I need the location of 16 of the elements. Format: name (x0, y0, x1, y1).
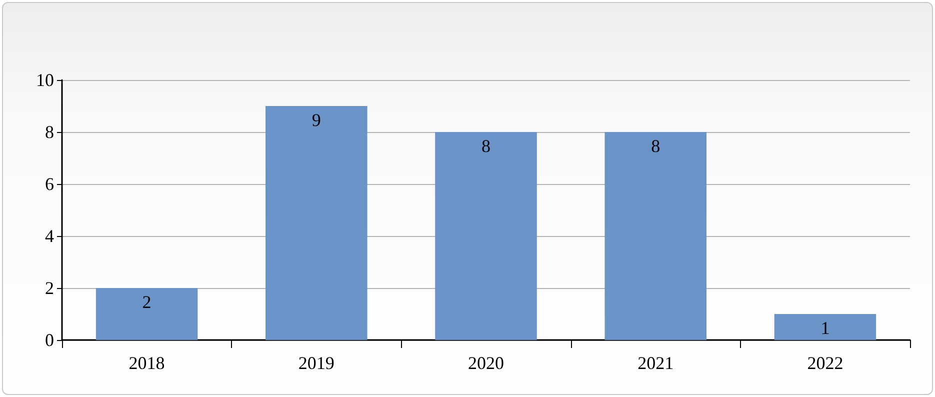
x-tick-label: 2021 (638, 353, 674, 373)
y-tick-label: 2 (45, 278, 54, 298)
y-tick-label: 6 (45, 174, 54, 194)
y-tick-label: 8 (45, 122, 54, 142)
data-label: 9 (312, 110, 321, 130)
x-tick-label: 2019 (298, 353, 334, 373)
x-tick-label: 2018 (128, 353, 165, 373)
data-label: 8 (651, 136, 660, 156)
y-tick-label: 10 (36, 70, 54, 90)
x-tick-label: 2020 (468, 353, 504, 373)
data-label: 1 (820, 318, 830, 338)
data-label: 8 (482, 136, 490, 156)
data-label: 2 (142, 292, 152, 312)
y-tick-label: 4 (45, 226, 54, 246)
x-tick-label: 2022 (807, 353, 844, 373)
y-tick-label: 0 (45, 330, 54, 350)
